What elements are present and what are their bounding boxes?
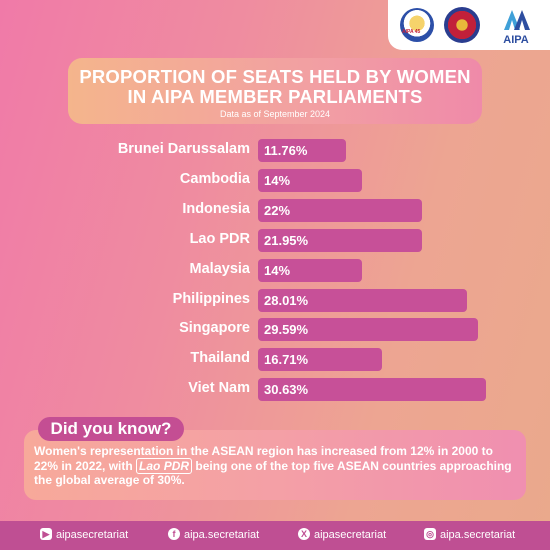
- category-label: Malaysia: [189, 260, 250, 277]
- social-instagram[interactable]: ◎ aipa.secretariat: [424, 521, 515, 550]
- category-label: Viet Nam: [188, 380, 250, 397]
- category-label: Philippines: [172, 290, 250, 307]
- instagram-icon: ◎: [424, 528, 436, 540]
- x-handle: aipasecretariat: [314, 529, 387, 541]
- did-you-know-text: Women's representation in the ASEAN regi…: [34, 444, 518, 488]
- category-label: Cambodia: [179, 170, 250, 187]
- did-you-know-box: [24, 430, 526, 500]
- logo-panel: AIPA 45 AIPA: [388, 0, 550, 50]
- dyk-text-after: being one of the top five ASEAN countrie…: [34, 458, 512, 488]
- category-label: Lao PDR: [189, 230, 250, 247]
- youtube-icon: ▶: [40, 528, 52, 540]
- title-box: PROPORTION OF SEATS HELD BY WOMEN IN AIP…: [68, 58, 482, 124]
- bar: 14%: [258, 258, 363, 282]
- x-icon: X: [298, 528, 310, 540]
- category-label: Indonesia: [182, 200, 250, 217]
- aipa-logo-text: AIPA: [503, 34, 529, 46]
- category-label: Brunei Darussalam: [117, 141, 250, 157]
- aipa-logo: AIPA: [503, 10, 530, 46]
- social-youtube[interactable]: ▶ aipasecretariat: [40, 521, 128, 550]
- chart-subtitle: Data as of September 2024: [219, 109, 331, 119]
- bar: 14%: [258, 168, 363, 192]
- bar-value-label: 30.63%: [264, 382, 309, 398]
- bar-value-label: 11.76%: [264, 143, 308, 158]
- category-label: Thailand: [190, 350, 250, 367]
- instagram-handle: aipa.secretariat: [440, 529, 516, 541]
- facebook-handle: aipa.secretariat: [184, 529, 260, 541]
- lao-national-assembly-emblem: [444, 7, 480, 43]
- bar-value-label: 21.95%: [264, 232, 309, 248]
- dyk-highlight: Lao PDR: [136, 457, 193, 474]
- bar: 22%: [258, 198, 422, 222]
- aipa-45-logo: [400, 8, 434, 42]
- dyk-text-before: Women's representation in the ASEAN regi…: [34, 444, 493, 473]
- category-label: Singapore: [179, 320, 250, 337]
- bar-value-label: 29.59%: [264, 322, 309, 338]
- bar: 28.01%: [258, 288, 467, 312]
- social-facebook[interactable]: f aipa.secretariat: [168, 521, 259, 550]
- bar: 21.95%: [258, 228, 422, 252]
- bar: 30.63%: [258, 378, 487, 402]
- aipa-45-logo-text: AIPA 45: [402, 29, 421, 35]
- bar-value-label: 22%: [264, 202, 291, 218]
- youtube-handle: aipasecretariat: [56, 529, 129, 541]
- bar-value-label: 16.71%: [264, 352, 309, 368]
- chart-title: PROPORTION OF SEATS HELD BY WOMEN IN AIP…: [79, 66, 471, 107]
- bar-value-label: 14%: [264, 172, 291, 188]
- bar-value-label: 28.01%: [264, 292, 309, 308]
- facebook-icon: f: [168, 528, 180, 540]
- bar: 16.71%: [258, 348, 383, 372]
- did-you-know-heading: Did you know?: [38, 417, 184, 441]
- bar: 29.59%: [258, 318, 479, 342]
- bar: 11.76%: [258, 139, 346, 162]
- bar-value-label: 14%: [264, 262, 291, 278]
